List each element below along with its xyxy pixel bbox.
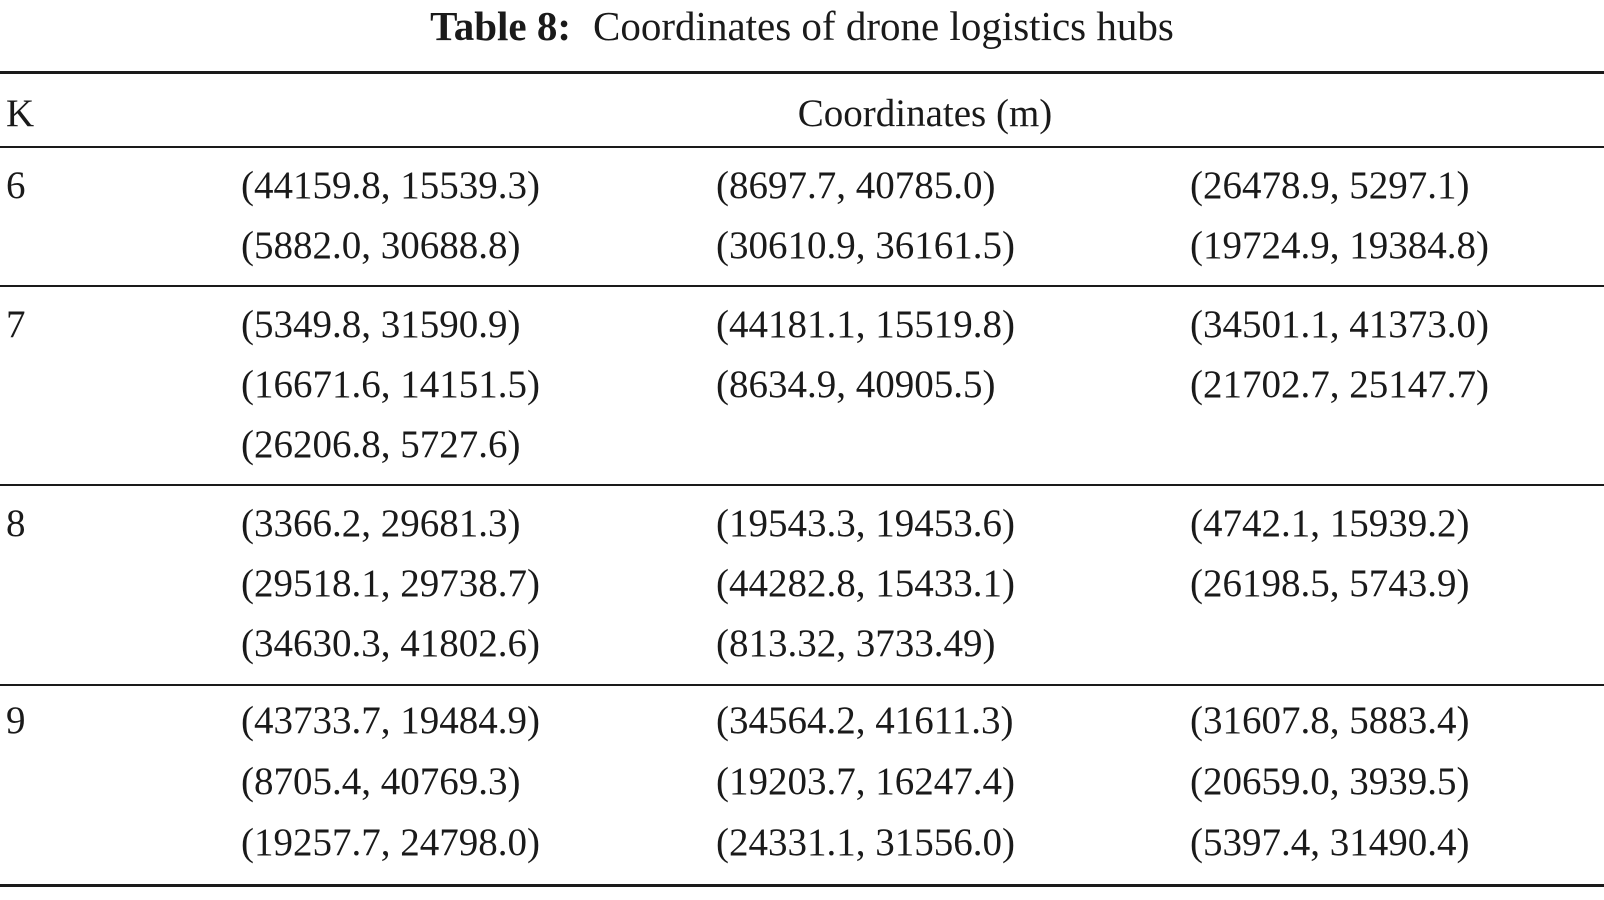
coordinate-cell: (26478.9, 5297.1) <box>1190 164 1470 207</box>
k-value: 8 <box>6 502 26 545</box>
group-rule <box>0 285 1604 287</box>
header-rule <box>0 146 1604 148</box>
coordinate-cell: (44282.8, 15433.1) <box>716 562 1015 605</box>
coordinate-cell: (19724.9, 19384.8) <box>1190 224 1489 267</box>
coordinate-cell: (4742.1, 15939.2) <box>1190 502 1470 545</box>
coordinate-cell: (34564.2, 41611.3) <box>716 699 1014 742</box>
coordinate-cell: (21702.7, 25147.7) <box>1190 363 1489 406</box>
coordinate-cell: (43733.7, 19484.9) <box>241 699 540 742</box>
coordinate-cell: (26206.8, 5727.6) <box>241 423 521 466</box>
coordinate-cell: (24331.1, 31556.0) <box>716 821 1015 864</box>
table-caption-text: Coordinates of drone logistics hubs <box>593 3 1174 49</box>
coordinate-cell: (8634.9, 40905.5) <box>716 363 996 406</box>
coordinate-cell: (29518.1, 29738.7) <box>241 562 540 605</box>
table-top-rule <box>0 71 1604 74</box>
coordinate-cell: (16671.6, 14151.5) <box>241 363 540 406</box>
group-rule <box>0 484 1604 486</box>
coordinate-cell: (8705.4, 40769.3) <box>241 760 521 803</box>
k-value: 7 <box>6 303 26 346</box>
coordinate-cell: (26198.5, 5743.9) <box>1190 562 1470 605</box>
coordinate-cell: (44159.8, 15539.3) <box>241 164 540 207</box>
coordinate-cell: (34501.1, 41373.0) <box>1190 303 1489 346</box>
coordinate-cell: (8697.7, 40785.0) <box>716 164 996 207</box>
coordinate-cell: (19543.3, 19453.6) <box>716 502 1015 545</box>
coordinate-cell: (3366.2, 29681.3) <box>241 502 521 545</box>
coordinate-cell: (19203.7, 16247.4) <box>716 760 1015 803</box>
coordinate-cell: (20659.0, 3939.5) <box>1190 760 1470 803</box>
header-coordinates: Coordinates (m) <box>797 92 1053 135</box>
table-caption: Table 8: Coordinates of drone logistics h… <box>0 2 1604 50</box>
table-bottom-rule <box>0 884 1604 887</box>
coordinate-cell: (44181.1, 15519.8) <box>716 303 1015 346</box>
coordinate-cell: (30610.9, 36161.5) <box>716 224 1015 267</box>
coordinate-cell: (5397.4, 31490.4) <box>1190 821 1470 864</box>
group-rule <box>0 684 1604 686</box>
table-caption-label: Table 8: <box>430 3 572 49</box>
coordinate-cell: (34630.3, 41802.6) <box>241 622 540 665</box>
k-value: 6 <box>6 164 26 207</box>
coordinate-cell: (5882.0, 30688.8) <box>241 224 521 267</box>
header-k: K <box>6 92 35 135</box>
coordinate-cell: (5349.8, 31590.9) <box>241 303 521 346</box>
coordinate-cell: (19257.7, 24798.0) <box>241 821 540 864</box>
coordinate-cell: (813.32, 3733.49) <box>716 622 996 665</box>
k-value: 9 <box>6 699 26 742</box>
coordinate-cell: (31607.8, 5883.4) <box>1190 699 1470 742</box>
